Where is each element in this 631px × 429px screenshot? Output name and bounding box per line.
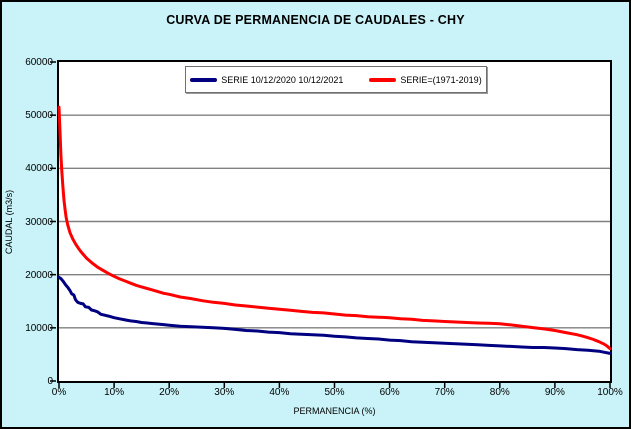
series-curve-0 [57,275,612,355]
x-tick-label: 0% [51,387,67,398]
x-tick-label: 70% [434,387,455,398]
legend-item-serie-1971-2019: SERIE=(1971-2019) [369,74,482,85]
y-tick-label: 0 [47,376,53,387]
x-tick-label: 30% [214,387,235,398]
legend-item-serie-2020-2021: SERIE 10/12/2020 10/12/2021 [190,75,343,85]
y-tick-label: 10000 [25,322,53,334]
series-curve-1 [57,105,612,351]
y-tick-label: 60000 [25,57,53,68]
blue-line-swatch [190,77,218,82]
plot-area [50,60,612,388]
chart-title: CURVA DE PERMANENCIA DE CAUDALES - CHY [166,13,465,27]
x-tick-label: 10% [104,387,125,398]
x-tick-label: 90% [544,387,565,398]
legend-label: SERIE=(1971-2019) [400,74,482,85]
y-tick-label: 30000 [25,216,53,228]
x-tick-label: 50% [324,387,345,398]
x-axis-title: PERMANENCIA (%) [293,406,376,416]
legend-label: SERIE 10/12/2020 10/12/2021 [221,74,344,85]
y-tick-label: 50000 [25,110,53,122]
y-tick-label: 20000 [25,269,53,281]
legend: SERIE 10/12/2020 10/12/2021 SERIE=(1971-… [185,66,487,93]
y-tick-label: 40000 [25,163,53,175]
plot-svg [50,61,612,388]
x-tick-label: 100% [597,387,623,398]
x-tick-label: 80% [489,387,510,398]
red-line-swatch [369,77,397,82]
x-tick-label: 40% [269,387,290,398]
x-tick-label: 20% [159,387,180,398]
x-tick-label: 60% [379,387,400,398]
